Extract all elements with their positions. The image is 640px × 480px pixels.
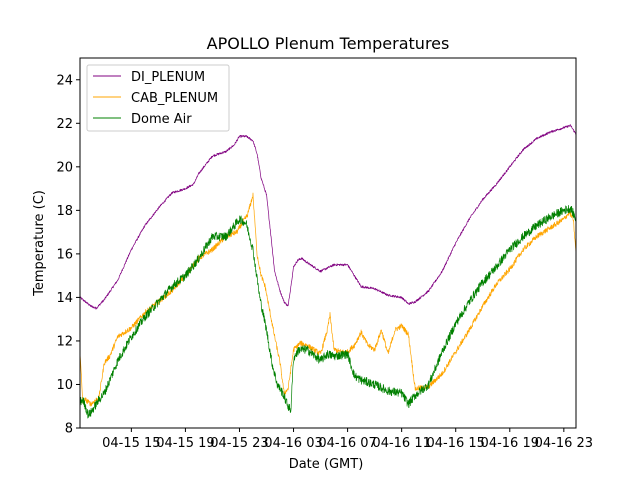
x-tick-label: 04-15 15 bbox=[102, 436, 160, 451]
x-tick-label: 04-15 23 bbox=[210, 436, 268, 451]
y-tick-label: 16 bbox=[56, 247, 73, 262]
x-tick-label: 04-16 15 bbox=[426, 436, 484, 451]
x-axis-label: Date (GMT) bbox=[289, 457, 364, 472]
x-tick-label: 04-16 11 bbox=[372, 436, 430, 451]
x-tick-label: 04-16 03 bbox=[264, 436, 322, 451]
y-axis: 8 10 12 14 16 18 20 22 24 bbox=[56, 73, 80, 437]
legend-label-di-plenum: DI_PLENUM bbox=[131, 70, 205, 85]
x-tick-label: 04-15 19 bbox=[156, 436, 214, 451]
plot-frame bbox=[79, 57, 577, 429]
series-line-dome-air bbox=[80, 204, 576, 419]
legend-label-cab-plenum: CAB_PLENUM bbox=[131, 91, 218, 106]
y-tick-label: 14 bbox=[56, 291, 73, 306]
legend: DI_PLENUM CAB_PLENUM Dome Air bbox=[86, 64, 230, 132]
x-tick-label: 04-16 07 bbox=[318, 436, 376, 451]
y-tick-label: 18 bbox=[56, 204, 73, 219]
legend-label-dome-air: Dome Air bbox=[131, 112, 192, 127]
y-tick-label: 12 bbox=[56, 334, 73, 349]
x-tick-label: 04-16 19 bbox=[481, 436, 539, 451]
y-tick-label: 20 bbox=[56, 160, 73, 175]
series-layer bbox=[80, 124, 576, 419]
y-tick-label: 24 bbox=[56, 73, 73, 88]
y-tick-label: 8 bbox=[65, 422, 73, 437]
y-tick-label: 10 bbox=[56, 378, 73, 393]
legend-box bbox=[86, 64, 230, 132]
chart-title: APOLLO Plenum Temperatures bbox=[207, 34, 450, 53]
y-tick-label: 22 bbox=[56, 117, 73, 132]
y-axis-label: Temperature (C) bbox=[32, 190, 47, 297]
x-tick-label: 04-16 23 bbox=[535, 436, 593, 451]
series-line-di-plenum bbox=[80, 124, 576, 310]
